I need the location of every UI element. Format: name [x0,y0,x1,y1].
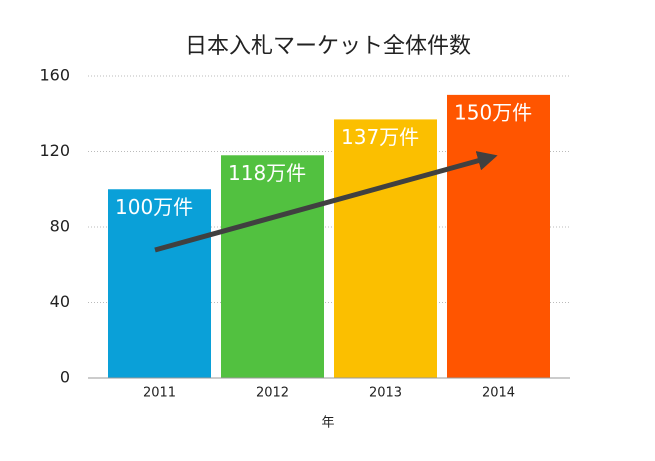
y-tick-label: 160 [39,66,70,85]
x-tick-label: 2013 [369,386,402,401]
chart-title: 日本入札マーケット全体件数 [185,34,471,59]
data-label: 118万件 [228,161,306,185]
y-tick-label: 80 [50,217,70,236]
x-tick-label: 2014 [482,386,515,401]
bar [108,189,211,378]
bar [447,94,550,378]
y-tick-label: 120 [39,141,70,160]
trend-arrow [154,151,498,253]
x-axis-label: 年 [321,416,334,431]
data-label: 100万件 [115,195,193,219]
y-tick-label: 40 [50,292,70,311]
x-tick-label: 2011 [143,386,176,401]
bar [334,119,437,378]
x-tick-label: 2012 [256,386,289,401]
bar [221,155,324,378]
data-label: 137万件 [341,125,419,149]
y-tick-label: 0 [60,368,70,387]
data-label: 150万件 [454,100,532,124]
plot: 0 40 80 120 160 2011 100万件 2012 118万件 2013 137万件 20… [39,66,570,401]
